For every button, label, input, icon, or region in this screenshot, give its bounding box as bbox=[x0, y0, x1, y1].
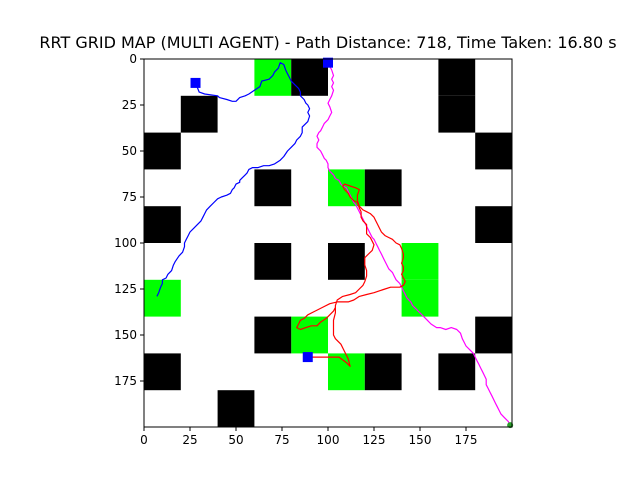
obstacle-cell bbox=[364, 353, 402, 391]
obstacle-cell bbox=[438, 353, 476, 391]
obstacle-cell bbox=[475, 132, 512, 170]
obstacle-cell bbox=[254, 243, 292, 280]
y-tick-label: 50 bbox=[122, 144, 137, 158]
start-marker bbox=[323, 57, 333, 68]
obstacle-cell bbox=[475, 316, 512, 354]
obstacle-cell bbox=[217, 390, 255, 427]
obstacle-cell bbox=[364, 169, 402, 207]
y-tick-label: 175 bbox=[114, 374, 137, 388]
obstacle-cell bbox=[328, 243, 365, 280]
agent-paths bbox=[156, 62, 511, 426]
chart-title: RRT GRID MAP (MULTI AGENT) - Path Distan… bbox=[39, 33, 617, 52]
x-tick-label: 25 bbox=[182, 433, 197, 447]
x-tick-label: 125 bbox=[363, 433, 386, 447]
obstacle-cell bbox=[144, 132, 181, 170]
y-tick-label: 0 bbox=[129, 52, 137, 66]
goal-region-cell bbox=[401, 243, 439, 280]
obstacle-cell bbox=[254, 169, 292, 207]
x-tick-label: 150 bbox=[409, 433, 432, 447]
agent-path-line bbox=[296, 183, 406, 367]
x-tick-label: 175 bbox=[455, 433, 478, 447]
x-tick-label: 0 bbox=[140, 433, 148, 447]
x-tick-label: 50 bbox=[228, 433, 243, 447]
y-tick-label: 125 bbox=[114, 282, 137, 296]
obstacle-cell bbox=[144, 353, 181, 391]
obstacle-cell bbox=[291, 59, 328, 96]
x-tick-label: 100 bbox=[317, 433, 340, 447]
y-tick-label: 75 bbox=[122, 190, 137, 204]
obstacle-cell bbox=[438, 59, 476, 96]
obstacle-cell bbox=[180, 95, 218, 133]
grid-cells bbox=[144, 59, 512, 427]
y-tick-label: 25 bbox=[122, 98, 137, 112]
obstacle-cell bbox=[144, 206, 181, 243]
agent-path-line bbox=[316, 62, 511, 426]
obstacle-cell bbox=[475, 206, 512, 243]
start-marker bbox=[190, 77, 201, 88]
y-tick-label: 100 bbox=[114, 236, 137, 250]
agent-path-line bbox=[156, 62, 311, 297]
x-tick-label: 75 bbox=[274, 433, 289, 447]
goal-region-cell bbox=[254, 59, 292, 96]
goal-region-cell bbox=[328, 353, 365, 391]
obstacle-cell bbox=[254, 316, 292, 354]
goal-region-cell bbox=[144, 279, 181, 317]
goal-region-cell bbox=[291, 316, 328, 354]
axes: 0 25 50 75 100 125 150 175 0 25 50 75 100 125 150 175 bbox=[114, 52, 477, 447]
obstacle-cell bbox=[438, 95, 476, 133]
y-tick-label: 150 bbox=[114, 328, 137, 342]
start-marker bbox=[302, 352, 313, 363]
